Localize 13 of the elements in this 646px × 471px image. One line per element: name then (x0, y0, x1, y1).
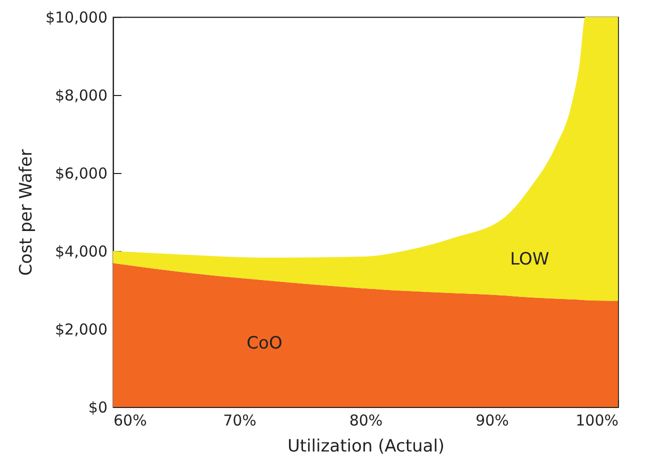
x-tick-label: 60% (114, 412, 147, 430)
y-tick-label: $4,000 (55, 242, 108, 260)
y-tick-label: $10,000 (45, 8, 108, 26)
x-tick-label: 100% (576, 412, 618, 430)
x-axis-title: Utilization (Actual) (287, 436, 445, 456)
y-tick-label: $0 (88, 398, 108, 416)
x-tick-label: 70% (223, 412, 256, 430)
x-tick-label: 80% (349, 412, 383, 430)
y-tick-label: $6,000 (55, 164, 108, 182)
y-axis-title: Cost per Wafer (16, 149, 36, 276)
y-tick-label: $8,000 (55, 86, 108, 104)
y-tick-label: $2,000 (55, 320, 108, 338)
x-tick-label: 90% (476, 412, 509, 430)
